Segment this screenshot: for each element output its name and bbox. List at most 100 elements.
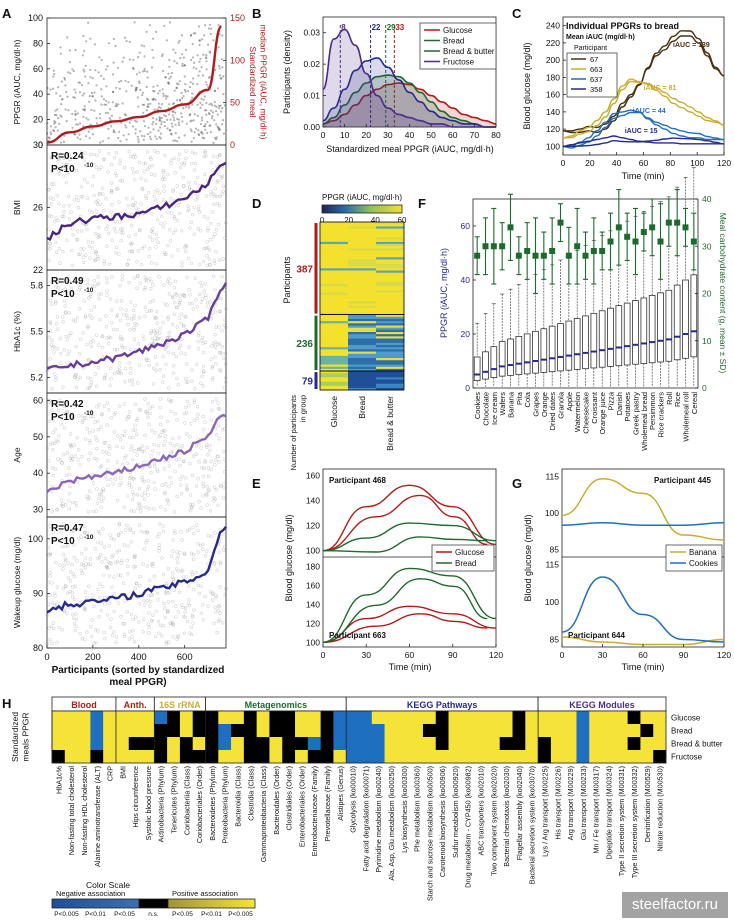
scatter-point: [163, 125, 166, 128]
scatter-point: [217, 46, 220, 49]
heatmap-cell: [320, 250, 348, 254]
scatter-point: [113, 131, 116, 134]
scale-tick-label: P<0.005: [54, 911, 79, 918]
scatter-point: [192, 400, 197, 405]
scatter-point: [53, 467, 58, 471]
scatter-point: [120, 346, 125, 350]
x-axis-label: Time (min): [622, 662, 665, 672]
scatter-point: [83, 70, 86, 73]
heatmap-cell: [77, 711, 91, 725]
heatmap-cell: [320, 327, 348, 331]
scatter-point: [186, 256, 191, 261]
heatmap-cell: [320, 292, 348, 296]
heatmap-cell: [550, 711, 564, 725]
scatter-point: [55, 250, 59, 254]
scatter-point: [50, 441, 55, 445]
scatter-point: [205, 83, 208, 86]
scatter-point: [89, 534, 94, 539]
scatter-point: [67, 499, 71, 503]
heatmap-cell: [576, 711, 590, 725]
scatter-point: [147, 277, 152, 281]
scatter-point: [52, 129, 55, 132]
x-tick-label: 80: [666, 158, 676, 168]
scatter-point: [96, 233, 101, 237]
category-label: Anth.: [124, 700, 147, 710]
scatter-point: [214, 488, 219, 492]
heatmap-cell: [320, 351, 348, 355]
scatter-point: [78, 375, 83, 380]
scatter-point: [134, 581, 139, 585]
scatter-point: [167, 292, 172, 296]
scatter-point: [127, 481, 132, 485]
food-label: Potatoes: [623, 392, 632, 422]
heatmap-cell: [563, 711, 577, 725]
scatter-point: [136, 135, 139, 138]
heatmap-cell: [384, 724, 398, 738]
scatter-point: [141, 334, 145, 338]
scatter-point: [182, 614, 186, 619]
scatter-point: [183, 134, 186, 137]
scatter-point: [53, 120, 56, 123]
heatmap-cell: [115, 737, 130, 751]
scatter-point: [203, 553, 208, 558]
scatter-point: [213, 345, 218, 349]
scatter-point: [137, 160, 142, 165]
series-line-glucose: [322, 484, 497, 552]
scatter-point: [204, 123, 207, 126]
scatter-point: [118, 335, 123, 339]
scatter-point: [97, 168, 101, 172]
carb-mean-marker: [482, 243, 489, 250]
scatter-point: [197, 129, 200, 132]
scatter-point: [167, 591, 172, 595]
feature-label: Carotenoid biosynthesis (ko00906): [438, 766, 447, 877]
heatmap-cell: [320, 325, 348, 329]
scatter-point: [201, 341, 205, 346]
heatmap-cell: [376, 268, 404, 271]
scatter-point: [65, 171, 70, 176]
heatmap-cell: [167, 750, 181, 764]
scatter-point: [206, 229, 210, 233]
scatter-point: [120, 179, 125, 183]
scatter-point: [126, 203, 130, 208]
heatmap-cell: [348, 312, 376, 316]
scatter-point: [50, 302, 54, 306]
scatter-point: [76, 414, 81, 418]
scatter-point: [83, 92, 86, 95]
scatter-point: [194, 452, 199, 456]
scatter-point: [189, 113, 192, 116]
scatter-point: [202, 289, 206, 294]
scatter-point: [143, 305, 148, 309]
scatter-point: [47, 136, 51, 139]
heatmap-cell: [231, 711, 245, 725]
scatter-point: [195, 416, 199, 421]
scatter-point: [116, 601, 121, 605]
scatter-point: [158, 433, 162, 437]
scatter-point: [174, 139, 177, 142]
scatter-point: [56, 218, 60, 223]
scatter-point: [106, 341, 111, 346]
heatmap-cell: [320, 303, 348, 307]
scatter-point: [48, 242, 52, 246]
scatter-point: [215, 194, 220, 199]
heatmap-cell: [376, 371, 404, 374]
scatter-point: [179, 492, 184, 496]
scatter-point: [72, 198, 77, 202]
scatter-point: [157, 191, 162, 195]
category-label: Metagenomics: [245, 700, 308, 710]
scatter-point: [97, 192, 102, 196]
scatter-point: [106, 459, 110, 463]
scatter-point: [60, 103, 63, 106]
scatter-point: [107, 408, 111, 412]
scatter-point: [217, 153, 222, 158]
scatter-point: [119, 336, 123, 341]
scatter-point: [171, 622, 175, 626]
scatter-point: [78, 91, 81, 94]
scatter-point: [131, 428, 135, 432]
row-label: Bread: [671, 727, 692, 736]
scatter-point: [72, 375, 77, 379]
x-tick-label: 0: [561, 158, 566, 168]
heatmap-group-frame: [319, 370, 405, 391]
scatter-point: [69, 210, 73, 214]
scatter-point: [92, 152, 96, 157]
heatmap-cell: [410, 724, 424, 738]
